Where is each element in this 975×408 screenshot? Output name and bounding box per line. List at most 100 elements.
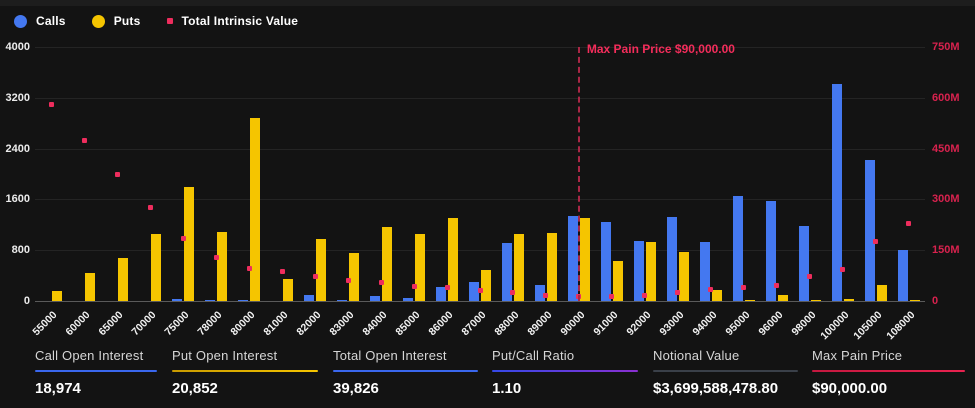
stats-footer: Call Open Interest 18,974 Put Open Interes… <box>0 348 975 408</box>
tiv-point[interactable] <box>114 172 120 178</box>
calls-bar[interactable] <box>205 300 216 301</box>
tiv-point[interactable] <box>807 274 813 280</box>
puts-bar[interactable] <box>843 299 854 301</box>
stat-value: $3,699,588,478.80 <box>653 380 779 397</box>
tiv-point[interactable] <box>675 290 681 296</box>
puts-bar[interactable] <box>810 300 821 301</box>
tiv-point[interactable] <box>378 280 384 286</box>
legend-item-total-intrinsic-value[interactable]: Total Intrinsic Value <box>166 14 299 28</box>
puts-bar[interactable] <box>283 279 294 301</box>
puts-bar[interactable] <box>316 239 327 301</box>
puts-bar[interactable] <box>612 261 623 301</box>
tiv-point[interactable] <box>81 137 87 143</box>
calls-bar[interactable] <box>337 300 348 301</box>
calls-bar[interactable] <box>304 294 315 301</box>
puts-bar[interactable] <box>349 253 360 301</box>
puts-bar[interactable] <box>481 269 491 301</box>
tiv-point[interactable] <box>48 102 54 108</box>
y-axis-right-tick: 300M <box>932 193 960 206</box>
puts-bar[interactable] <box>382 227 393 301</box>
calls-bar[interactable] <box>172 299 183 301</box>
tiv-point[interactable] <box>873 239 879 245</box>
puts-bar[interactable] <box>645 241 656 301</box>
calls-bar[interactable] <box>436 286 447 301</box>
calls-bar[interactable] <box>403 297 414 301</box>
tiv-point[interactable] <box>906 221 912 227</box>
stat-label: Notional Value <box>653 348 740 363</box>
puts-bar[interactable] <box>678 252 689 301</box>
calls-bar[interactable] <box>534 284 545 301</box>
calls-bar[interactable] <box>897 249 908 301</box>
calls-bar[interactable] <box>831 83 842 301</box>
stat-underline <box>172 370 318 372</box>
calls-bar[interactable] <box>238 300 249 301</box>
stat-value: 20,852 <box>172 380 218 397</box>
tiv-point[interactable] <box>213 255 219 261</box>
calls-bar[interactable] <box>633 240 644 301</box>
puts-bar[interactable] <box>448 218 459 301</box>
tiv-point[interactable] <box>543 293 549 299</box>
legend-label: Puts <box>113 14 141 28</box>
puts-bar[interactable] <box>546 233 557 301</box>
calls-bar[interactable] <box>501 243 512 301</box>
puts-bar[interactable] <box>217 232 228 301</box>
tiv-point[interactable] <box>147 205 153 211</box>
calls-bar[interactable] <box>666 216 677 301</box>
puts-bar[interactable] <box>52 290 63 301</box>
tiv-point[interactable] <box>477 288 483 294</box>
gridline <box>35 148 925 150</box>
puts-bar[interactable] <box>579 217 590 301</box>
max-pain-line <box>577 47 580 301</box>
puts-bar[interactable] <box>184 187 195 301</box>
calls-bar[interactable] <box>699 241 710 301</box>
tiv-point[interactable] <box>180 236 186 242</box>
y-axis-left-tick: 3200 <box>5 91 30 104</box>
puts-bar[interactable] <box>415 233 426 301</box>
calls-bar[interactable] <box>765 201 776 301</box>
tiv-point[interactable] <box>774 282 780 288</box>
tiv-point[interactable] <box>312 273 318 279</box>
stat-label: Put/Call Ratio <box>492 348 575 363</box>
gridline <box>35 47 925 48</box>
tiv-point[interactable] <box>609 294 615 300</box>
puts-bar[interactable] <box>909 300 920 301</box>
tiv-point[interactable] <box>279 269 285 275</box>
stat-label: Call Open Interest <box>35 348 144 363</box>
puts-bar[interactable] <box>151 233 162 301</box>
calls-bar[interactable] <box>732 195 743 301</box>
calls-bar[interactable] <box>370 295 381 301</box>
puts-bar[interactable] <box>85 273 96 301</box>
calls-bar[interactable] <box>798 225 809 301</box>
puts-bar[interactable] <box>876 284 887 301</box>
tiv-point[interactable] <box>708 287 714 293</box>
legend-item-calls[interactable]: Calls <box>14 14 66 28</box>
calls-bar[interactable] <box>567 216 578 301</box>
calls-bar[interactable] <box>469 281 479 301</box>
gridline <box>35 97 925 99</box>
puts-bar[interactable] <box>118 258 129 301</box>
stat-value: 39,826 <box>333 380 379 397</box>
x-axis-line <box>35 301 925 302</box>
calls-bar[interactable] <box>600 221 611 301</box>
tiv-point[interactable] <box>246 266 252 271</box>
tiv-point[interactable] <box>345 277 351 283</box>
tiv-point[interactable] <box>411 284 417 290</box>
puts-bar[interactable] <box>250 118 261 301</box>
puts-bar[interactable] <box>777 295 788 301</box>
puts-bar[interactable] <box>744 300 755 301</box>
stat-value: 18,974 <box>35 380 81 397</box>
y-axis-left-tick: 2400 <box>5 142 30 155</box>
calls-bar[interactable] <box>864 160 875 301</box>
puts-bar[interactable] <box>711 289 722 301</box>
tiv-point[interactable] <box>840 266 846 272</box>
tiv-point[interactable] <box>741 285 747 291</box>
tiv-point[interactable] <box>642 293 648 299</box>
stat-underline <box>333 370 478 372</box>
tiv-point[interactable] <box>444 284 450 290</box>
tiv-point[interactable] <box>510 290 516 296</box>
legend-item-puts[interactable]: Puts <box>91 14 141 28</box>
stat-put-call-ratio: Put/Call Ratio 1.10 <box>492 348 638 397</box>
puts-bar[interactable] <box>513 234 524 301</box>
stat-max-pain-price: Max Pain Price $90,000.00 <box>812 348 965 397</box>
